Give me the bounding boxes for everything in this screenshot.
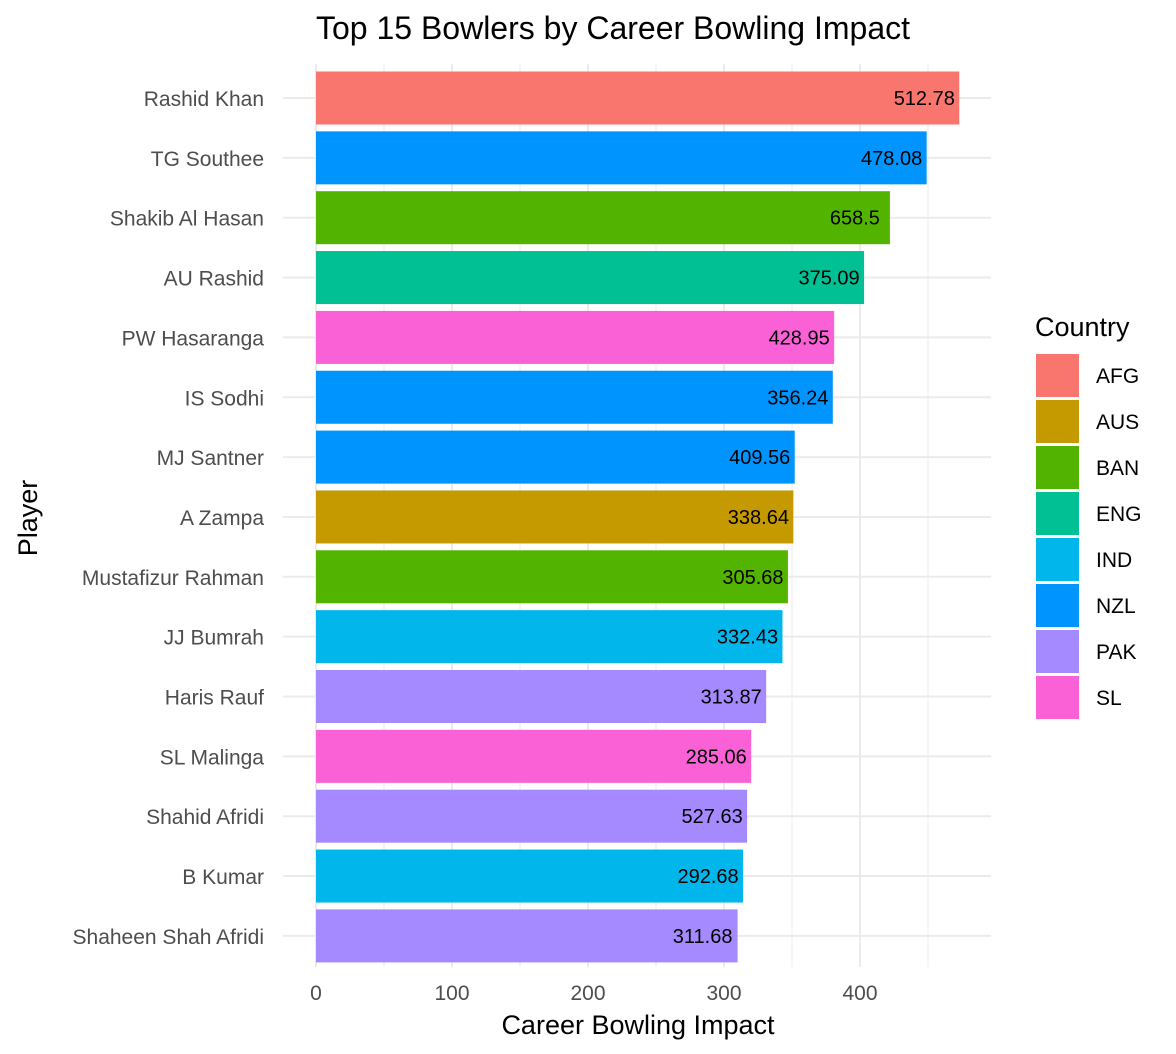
legend-label: AUS bbox=[1096, 411, 1139, 434]
bar bbox=[316, 310, 835, 364]
legend-label: SL bbox=[1096, 687, 1122, 710]
y-axis-title: Player bbox=[13, 480, 43, 557]
legend-label: NZL bbox=[1096, 595, 1136, 618]
y-tick-label: Shahid Afridi bbox=[146, 806, 264, 829]
bar-value-label: 356.24 bbox=[767, 387, 828, 409]
y-tick-label: SL Malinga bbox=[160, 746, 265, 769]
bar-value-label: 375.09 bbox=[798, 268, 859, 290]
y-tick-label: MJ Santner bbox=[157, 447, 264, 470]
x-axis-title: Career Bowling Impact bbox=[501, 1010, 775, 1040]
y-tick-label: Haris Rauf bbox=[165, 687, 264, 710]
legend-swatch bbox=[1036, 538, 1079, 581]
bar-value-label: 338.64 bbox=[728, 507, 789, 529]
chart-title: Top 15 Bowlers by Career Bowling Impact bbox=[316, 10, 910, 46]
bar bbox=[316, 550, 788, 604]
bar bbox=[316, 430, 795, 484]
bar-value-label: 428.95 bbox=[769, 327, 830, 349]
legend-label: BAN bbox=[1096, 457, 1139, 480]
legend-label: IND bbox=[1096, 549, 1132, 572]
bar-value-label: 409.56 bbox=[729, 447, 790, 469]
y-tick-label: Shakib Al Hasan bbox=[110, 208, 264, 231]
y-tick-label: Shaheen Shah Afridi bbox=[73, 926, 264, 949]
bar-value-labels: 512.78 478.08 658.5 375.09 428.95 356.24 409.5… bbox=[673, 88, 955, 948]
bars bbox=[316, 71, 960, 963]
y-tick-label: B Kumar bbox=[182, 866, 264, 889]
x-tick-label: 200 bbox=[570, 982, 605, 1005]
bar-value-label: 478.08 bbox=[861, 148, 922, 170]
legend-swatch bbox=[1036, 630, 1079, 673]
bar bbox=[316, 370, 833, 424]
legend-title: Country bbox=[1035, 312, 1130, 342]
y-tick-label: A Zampa bbox=[180, 507, 264, 530]
legend-swatch bbox=[1036, 354, 1079, 397]
bar bbox=[316, 610, 783, 664]
x-tick-label: 300 bbox=[706, 982, 741, 1005]
bar bbox=[316, 490, 794, 544]
y-tick-label: AU Rashid bbox=[164, 268, 264, 291]
bar-value-label: 658.5 bbox=[830, 208, 880, 230]
x-tick-label: 0 bbox=[310, 982, 322, 1005]
bar-value-label: 292.68 bbox=[677, 866, 738, 888]
bar bbox=[316, 670, 767, 723]
legend-swatch bbox=[1036, 584, 1079, 627]
bar bbox=[316, 71, 960, 125]
legend-label: PAK bbox=[1096, 641, 1136, 664]
legend-label: ENG bbox=[1096, 503, 1142, 526]
bar-value-label: 285.06 bbox=[686, 746, 747, 768]
legend-swatch bbox=[1036, 492, 1079, 535]
bar bbox=[316, 131, 927, 185]
bar-value-label: 305.68 bbox=[722, 567, 783, 589]
bar-value-label: 313.87 bbox=[701, 687, 762, 709]
legend-items: AFG AUS BAN ENG IND NZL PAK SL bbox=[1036, 354, 1142, 719]
legend-swatch bbox=[1036, 400, 1079, 443]
bar bbox=[316, 191, 890, 245]
bar bbox=[316, 729, 752, 783]
bar-value-label: 512.78 bbox=[894, 88, 955, 110]
bar-value-label: 332.43 bbox=[717, 627, 778, 649]
y-tick-label: JJ Bumrah bbox=[164, 627, 264, 650]
x-tick-label: 100 bbox=[434, 982, 469, 1005]
bar bbox=[316, 909, 738, 963]
y-tick-label: Mustafizur Rahman bbox=[82, 567, 264, 590]
x-tick-label: 400 bbox=[842, 982, 877, 1005]
y-axis-tick-labels: Rashid Khan TG Southee Shakib Al Hasan AU R… bbox=[73, 88, 265, 949]
x-axis-tick-labels: 0 100 200 300 400 bbox=[310, 982, 877, 1005]
bar bbox=[316, 789, 748, 843]
y-tick-label: IS Sodhi bbox=[185, 387, 264, 410]
bar bbox=[316, 251, 865, 305]
y-tick-label: TG Southee bbox=[151, 148, 264, 171]
legend-swatch bbox=[1036, 446, 1079, 489]
y-tick-label: Rashid Khan bbox=[144, 88, 264, 111]
legend: Country AFG AUS BAN ENG IND NZL PAK SL bbox=[1035, 312, 1142, 719]
bar bbox=[316, 849, 744, 903]
bar-value-label: 527.63 bbox=[682, 806, 743, 828]
bar-value-label: 311.68 bbox=[673, 926, 733, 948]
legend-label: AFG bbox=[1096, 365, 1139, 388]
legend-swatch bbox=[1036, 676, 1079, 719]
y-tick-label: PW Hasaranga bbox=[122, 327, 265, 350]
